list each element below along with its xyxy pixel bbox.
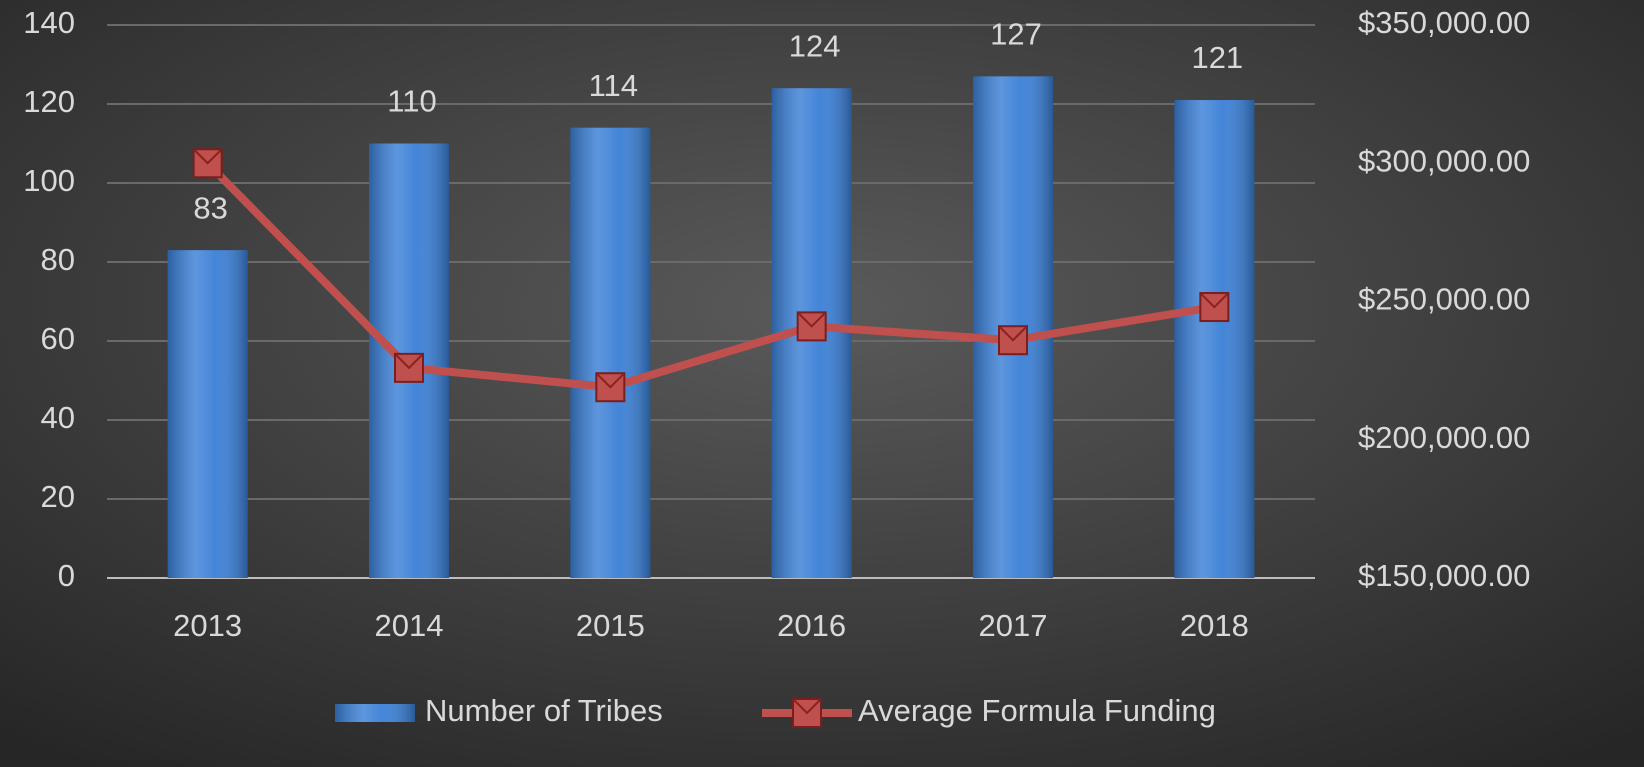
y2-tick-label: $300,000.00: [1358, 143, 1530, 178]
x-tick-label: 2018: [1180, 608, 1249, 643]
data-label: 124: [789, 28, 841, 63]
y-tick-label: 120: [23, 84, 75, 119]
data-label: 110: [387, 84, 436, 119]
x-tick-label: 2013: [173, 608, 242, 643]
y-tick-label: 40: [41, 400, 75, 435]
data-label: 114: [589, 68, 638, 103]
x-tick-label: 2017: [979, 608, 1048, 643]
legend-label: Average Formula Funding: [858, 693, 1216, 728]
y-tick-label: 20: [41, 479, 75, 514]
y2-tick-label: $350,000.00: [1358, 5, 1530, 40]
y2-tick-label: $200,000.00: [1358, 420, 1530, 455]
legend-label: Number of Tribes: [425, 693, 663, 728]
marker-cross: [395, 354, 423, 370]
line-marker: [1199, 292, 1230, 323]
y2-tick-label: $150,000.00: [1358, 558, 1530, 593]
bar-sheen: [570, 127, 651, 578]
line-marker: [192, 148, 223, 179]
x-tick-label: 2014: [375, 608, 444, 643]
y2-tick-label: $250,000.00: [1358, 282, 1530, 317]
line-marker: [595, 372, 626, 403]
line-marker: [998, 325, 1028, 356]
y-tick-label: 100: [23, 163, 75, 198]
line: [204, 160, 1215, 392]
line-marker: [394, 352, 424, 383]
y-tick-label: 60: [41, 321, 75, 356]
marker-cross: [193, 149, 222, 165]
marker-cross: [797, 312, 826, 328]
y-tick-label: 80: [41, 242, 75, 277]
x-tick-label: 2015: [576, 608, 645, 643]
line-marker: [796, 311, 827, 342]
y-tick-label: 0: [58, 558, 75, 593]
bar-sheen: [167, 250, 248, 578]
marker-cross: [596, 373, 625, 389]
data-label: 127: [990, 17, 1042, 52]
x-tick-label: 2016: [777, 608, 846, 643]
legend-swatch-sheen: [335, 704, 415, 722]
data-label: 83: [193, 190, 227, 225]
marker-cross: [999, 326, 1027, 342]
data-label: 121: [1191, 40, 1243, 75]
legend-marker: [792, 698, 822, 728]
bar-sheen: [1174, 100, 1255, 579]
marker-cross: [1200, 293, 1229, 309]
y-tick-label: 140: [23, 5, 75, 40]
marker-cross: [793, 699, 821, 715]
